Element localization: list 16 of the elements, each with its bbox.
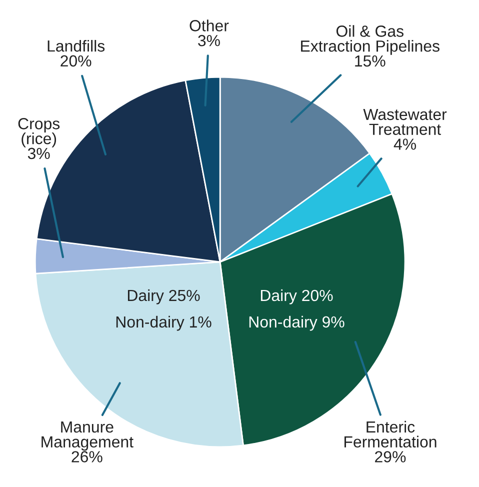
slice-label: Other [190,20,229,32]
data-label: 15% [355,55,386,67]
slice-label: Crops (rice) [18,118,60,148]
slice-label: Wastewater Treatment [363,108,447,135]
data-label: 26% [72,451,102,462]
slice-label: Oil & Gas Extraction Pipelines [301,25,440,55]
slice-label: Enteric Fermentation [344,420,436,448]
slice-label: Manure Management [42,421,134,451]
text: Dairy 25% Non-dairy 1% [116,289,212,331]
data-label: 4% [394,138,416,150]
data-label: 20% [60,55,92,67]
data-label: 29% [375,451,406,462]
slice-label: Landfills [48,40,105,52]
data-label: 3% [198,34,220,46]
text: Dairy 20% Non-dairy 9% [249,289,344,331]
data-label: 3% [28,148,50,160]
